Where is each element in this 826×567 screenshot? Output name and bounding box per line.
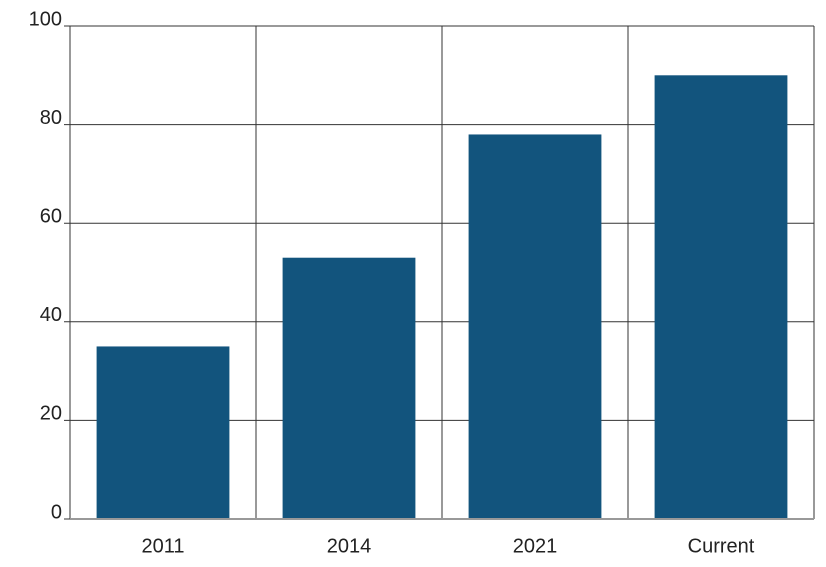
y-tick-label: 60	[40, 205, 62, 227]
y-tick-label: 0	[51, 501, 62, 523]
bar	[468, 134, 602, 519]
y-tick-label: 80	[40, 107, 62, 129]
y-tick-label: 100	[29, 8, 62, 30]
y-tick-label: 40	[40, 304, 62, 326]
x-tick-label: 2014	[327, 535, 372, 557]
bar	[96, 346, 230, 519]
x-tick-label: 2011	[141, 535, 184, 557]
y-tick-label: 20	[40, 403, 62, 425]
bar	[654, 75, 788, 520]
x-tick-label: 2021	[513, 535, 558, 557]
x-tick-label: Current	[688, 535, 755, 557]
bar	[282, 257, 416, 519]
